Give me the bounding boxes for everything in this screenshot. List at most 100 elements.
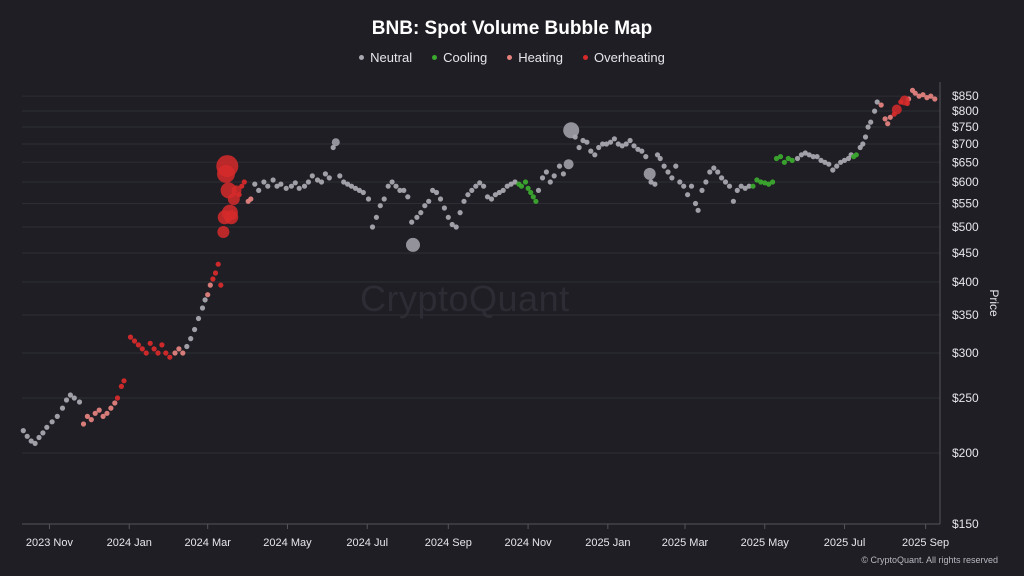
point-neutral [688, 183, 695, 189]
point-neutral [274, 183, 280, 189]
point-neutral [256, 187, 262, 193]
chart-title: BNB: Spot Volume Bubble Map [371, 18, 653, 39]
point-neutral [734, 187, 740, 193]
chart-legend: Neutral Cooling Heating Overheating [0, 50, 1024, 65]
point-overheating [236, 192, 242, 198]
point-neutral [195, 315, 202, 322]
point-neutral [619, 143, 625, 149]
point-neutral [742, 185, 748, 191]
point-heating [920, 92, 926, 98]
point-neutral [352, 185, 359, 191]
point-heating [932, 96, 938, 102]
point-heating [885, 121, 891, 127]
point-cooling [853, 152, 859, 158]
point-neutral [818, 157, 824, 163]
point-overheating [227, 193, 240, 205]
point-neutral [822, 159, 828, 165]
point-neutral [496, 189, 502, 196]
point-overheating [904, 100, 910, 107]
point-neutral [661, 163, 667, 169]
legend-marker-cooling [432, 55, 438, 60]
point-overheating [217, 226, 230, 238]
point-neutral [654, 152, 661, 158]
point-neutral [301, 183, 308, 189]
point-overheating [131, 338, 138, 344]
point-neutral [695, 207, 701, 213]
point-neutral [719, 175, 725, 181]
point-heating [207, 282, 213, 288]
point-heating [112, 400, 118, 406]
point-overheating [127, 334, 134, 340]
point-neutral [422, 203, 428, 209]
point-neutral [600, 141, 606, 147]
point-neutral [28, 438, 34, 444]
point-overheating [114, 395, 121, 401]
point-neutral [430, 187, 436, 193]
y-tick-label: $750 [952, 120, 979, 134]
point-neutral [841, 157, 848, 163]
point-neutral [543, 169, 550, 175]
point-neutral [469, 187, 475, 193]
point-overheating [135, 342, 141, 348]
point-neutral [611, 136, 618, 142]
point-cooling [785, 155, 791, 162]
point-overheating [143, 350, 149, 356]
point-neutral [492, 192, 498, 198]
point-neutral [560, 171, 567, 177]
y-axis-title: Price [987, 289, 1001, 317]
point-neutral [603, 141, 610, 147]
point-neutral [834, 163, 840, 169]
y-tick-label: $550 [952, 196, 979, 210]
point-neutral [802, 150, 808, 156]
point-neutral [588, 148, 594, 154]
point-neutral [381, 196, 387, 202]
point-neutral [703, 179, 709, 185]
point-neutral [373, 214, 379, 220]
legend-label-neutral: Neutral [370, 50, 413, 65]
point-neutral [441, 205, 447, 211]
y-tick-label: $400 [952, 275, 979, 289]
point-neutral [635, 146, 641, 152]
point-neutral [860, 141, 866, 147]
point-neutral [414, 214, 420, 220]
point-neutral [67, 392, 73, 398]
legend-item-heating[interactable]: Heating [507, 50, 563, 65]
point-neutral [665, 169, 671, 175]
point-neutral [652, 181, 658, 187]
point-neutral [872, 108, 878, 114]
point-neutral [830, 167, 836, 173]
point-neutral [314, 177, 321, 183]
point-neutral [63, 397, 70, 403]
legend-marker-neutral [359, 55, 365, 60]
legend-item-neutral[interactable]: Neutral [359, 50, 412, 65]
x-tick-label: 2024 Nov [505, 537, 553, 549]
legend-item-cooling[interactable]: Cooling [432, 50, 487, 65]
point-neutral [445, 214, 451, 220]
point-heating [916, 93, 922, 99]
point-neutral [360, 189, 366, 196]
point-heating [108, 405, 114, 411]
point-neutral [356, 187, 362, 193]
point-overheating [155, 350, 161, 356]
legend-item-overheating[interactable]: Overheating [583, 50, 665, 65]
point-neutral [631, 143, 637, 149]
point-heating [878, 102, 884, 108]
point-neutral [24, 433, 30, 439]
point-overheating [210, 276, 216, 282]
point-cooling [781, 159, 788, 165]
point-neutral [461, 198, 467, 204]
point-neutral [433, 189, 440, 196]
point-neutral [292, 180, 298, 186]
point-neutral [794, 155, 801, 162]
y-tick-label: $800 [952, 104, 979, 118]
point-neutral [330, 144, 336, 151]
point-heating [96, 407, 102, 413]
x-tick-label: 2024 May [263, 537, 312, 549]
point-heating [172, 350, 178, 356]
point-neutral [722, 179, 729, 185]
point-overheating [147, 340, 153, 346]
x-tick-label: 2025 Jan [585, 537, 630, 549]
point-neutral [71, 395, 77, 401]
y-tick-label: $450 [952, 246, 979, 260]
point-neutral [322, 171, 328, 177]
